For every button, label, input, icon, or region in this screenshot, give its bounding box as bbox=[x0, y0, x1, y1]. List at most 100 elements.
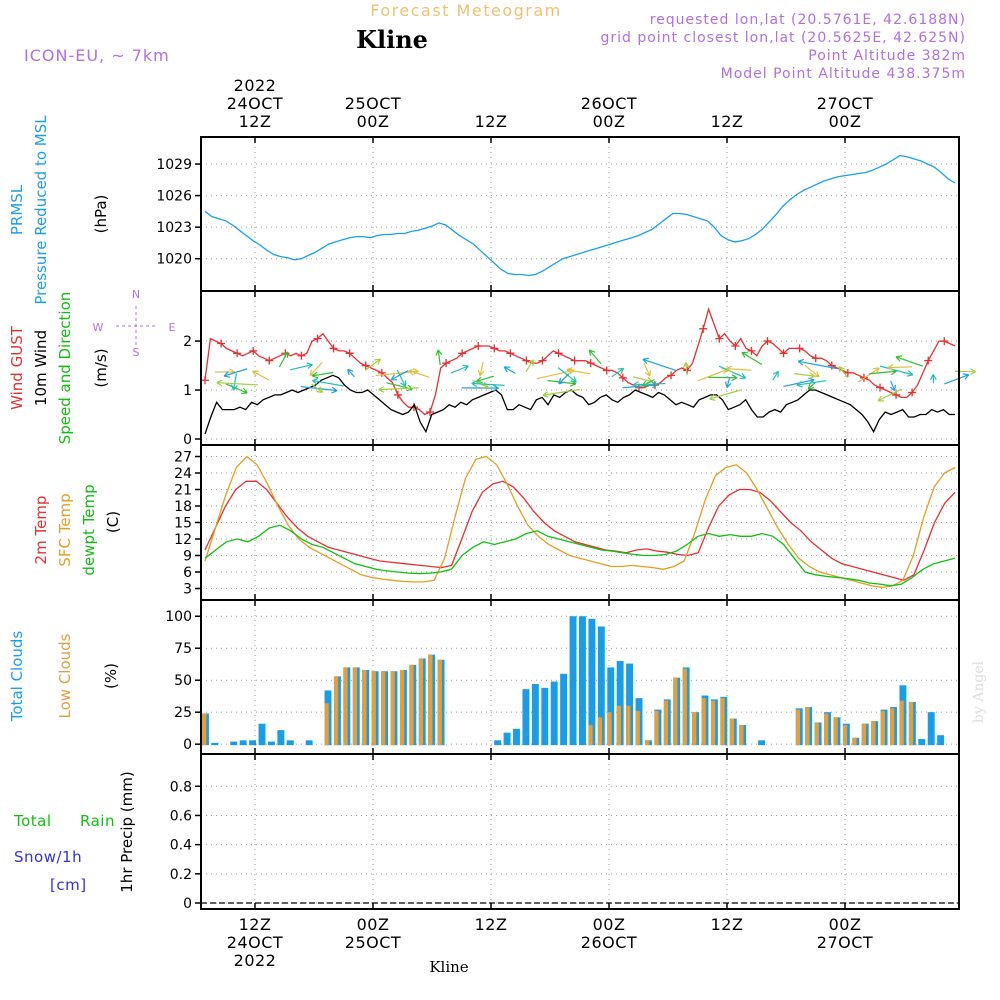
gust-marker bbox=[924, 356, 933, 365]
low-cloud-bar bbox=[437, 659, 442, 746]
wind-vector-head bbox=[796, 380, 803, 388]
y-tick-label: 1026 bbox=[156, 189, 192, 205]
wind-vector bbox=[471, 382, 505, 387]
top-time-label: 25OCT bbox=[345, 94, 401, 113]
low-cloud-bar bbox=[805, 707, 810, 746]
wind-vector-head bbox=[929, 374, 937, 381]
wind-label-speed-dir: Speed and Direction bbox=[56, 292, 74, 445]
wind-vector-head bbox=[282, 351, 289, 358]
wind-vector-head bbox=[588, 349, 596, 357]
wind-vector bbox=[622, 383, 658, 389]
low-cloud-bar bbox=[409, 664, 414, 746]
wind-vector-head bbox=[644, 370, 651, 377]
wind-unit: (m/s) bbox=[92, 348, 110, 387]
wind-vector-head bbox=[731, 374, 738, 382]
wind-vector bbox=[895, 356, 924, 367]
total-cloud-bar bbox=[588, 618, 596, 746]
top-time-label: 2022 bbox=[234, 76, 277, 95]
low-cloud-bar bbox=[701, 698, 706, 746]
wind-vector-head bbox=[347, 368, 354, 376]
wind-vector-head bbox=[471, 380, 478, 388]
gust-marker bbox=[908, 388, 917, 397]
wind-vector bbox=[408, 369, 430, 378]
wind-vector bbox=[804, 364, 820, 378]
low-cloud-bar bbox=[795, 709, 801, 746]
gust-marker bbox=[458, 349, 467, 358]
y-tick-label: 0 bbox=[183, 737, 192, 753]
wind-vector bbox=[450, 365, 469, 374]
wind-vector bbox=[796, 380, 827, 386]
wind-vector bbox=[311, 383, 323, 393]
gust-marker bbox=[345, 349, 354, 358]
wind-vector-head bbox=[542, 391, 549, 398]
wind-vector bbox=[794, 373, 815, 377]
gust-marker bbox=[586, 359, 595, 368]
gust-marker bbox=[602, 366, 611, 375]
wind-vector bbox=[312, 371, 334, 377]
y-tick-label: 27 bbox=[174, 450, 192, 466]
low-cloud-bar bbox=[814, 722, 819, 746]
gust-marker bbox=[570, 356, 579, 365]
bottom-time-label: 00Z bbox=[593, 915, 626, 934]
wind-vector-head bbox=[726, 365, 733, 373]
low-cloud-bar bbox=[371, 671, 376, 746]
gust-marker bbox=[667, 371, 676, 380]
wind-vector-head bbox=[570, 376, 577, 383]
wind-vector-head bbox=[462, 364, 469, 372]
total-cloud-bar bbox=[758, 740, 765, 746]
wind-vector-head bbox=[807, 383, 815, 390]
wind-vector-head bbox=[962, 373, 970, 380]
wind-vector bbox=[697, 368, 728, 382]
wind-vector-head bbox=[527, 359, 534, 366]
bottom-time-label: 00Z bbox=[829, 915, 862, 934]
temp-unit: (C) bbox=[104, 511, 122, 533]
wind-vector-head bbox=[838, 366, 845, 373]
low-cloud-bar bbox=[861, 723, 866, 746]
gust-marker bbox=[699, 324, 708, 333]
total-cloud-bar bbox=[211, 742, 219, 746]
low-cloud-bar bbox=[588, 724, 593, 746]
wind-vector bbox=[390, 370, 409, 381]
wind-vector-head bbox=[216, 379, 223, 387]
wind-vector-head bbox=[492, 384, 499, 392]
clouds-label-total: Total Clouds bbox=[8, 631, 26, 723]
wind-vector bbox=[364, 358, 381, 371]
total-cloud-bar bbox=[503, 732, 511, 746]
low-cloud-bar bbox=[842, 724, 848, 746]
y-tick-label: 12 bbox=[174, 532, 192, 548]
low-cloud-bar bbox=[899, 700, 904, 746]
wind-vector bbox=[890, 380, 896, 392]
low-cloud-bar bbox=[824, 713, 829, 746]
low-cloud-bar bbox=[352, 667, 358, 746]
top-time-label: 12Z bbox=[239, 112, 272, 131]
wind-vector bbox=[633, 376, 653, 383]
location-title: Kline bbox=[356, 25, 428, 54]
low-cloud-bar bbox=[682, 668, 687, 746]
wind10m-line bbox=[204, 374, 955, 435]
low-cloud-bar bbox=[890, 708, 895, 746]
wind-vector bbox=[642, 358, 677, 372]
y-tick-label: 0.8 bbox=[170, 779, 192, 795]
y-tick-label: 1023 bbox=[156, 220, 192, 236]
gust-marker bbox=[843, 368, 852, 377]
wind-vector bbox=[858, 367, 880, 383]
total-cloud-bar bbox=[927, 712, 935, 746]
bottom-time-label: 27OCT bbox=[817, 933, 873, 952]
y-tick-label: 6 bbox=[183, 565, 192, 581]
wind-vector bbox=[633, 382, 666, 386]
pressure-label-prmsl: PRMSL bbox=[8, 184, 26, 235]
compass-w: W bbox=[93, 321, 104, 334]
y-tick-label: 1029 bbox=[156, 157, 192, 173]
total-cloud-bar bbox=[513, 728, 520, 746]
wind-vector bbox=[542, 388, 580, 396]
wind-vector bbox=[798, 360, 838, 370]
total-cloud-bar bbox=[616, 661, 624, 746]
gust-marker bbox=[522, 356, 531, 365]
bottom-time-label: 24OCT bbox=[227, 933, 283, 952]
total-cloud-bar bbox=[258, 723, 266, 746]
wind-vector-head bbox=[632, 381, 639, 389]
wind-vector bbox=[611, 367, 624, 378]
gust-marker bbox=[361, 361, 370, 370]
low-cloud-bar bbox=[729, 718, 735, 746]
